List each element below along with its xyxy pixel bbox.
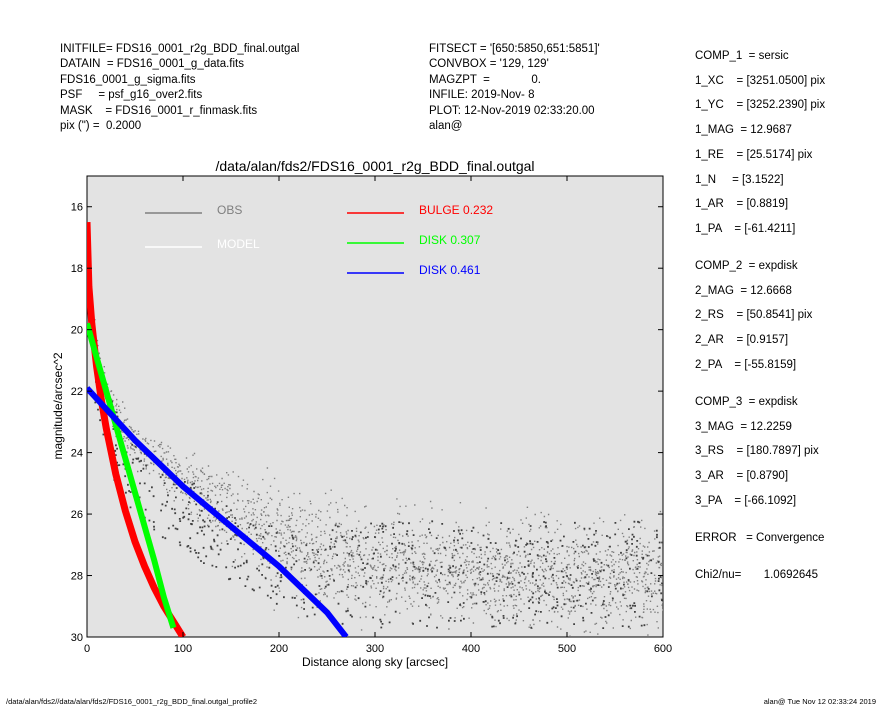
fit-parameter: 1_YC = [3252.2390] pix — [695, 99, 826, 112]
header-middle-line: alan@ — [429, 119, 463, 132]
fit-parameter: 2_MAG = 12.6668 — [695, 284, 792, 297]
legend-entry: BULGE 0.232 — [347, 203, 493, 217]
fit-parameter: 1_PA = [-61.4211] — [695, 222, 796, 235]
component-2 — [87, 386, 349, 637]
component-band-line — [87, 221, 186, 637]
legend-label: DISK 0.307 — [419, 233, 481, 247]
legend-label: OBS — [217, 203, 242, 217]
legend-entry: OBS — [145, 203, 242, 217]
header-left-line: pix (") = 0.2000 — [60, 119, 142, 132]
y-tick-label: 18 — [71, 263, 83, 275]
fit-parameter: 2_RS = [50.8541] pix — [695, 309, 813, 322]
header-middle-line: PLOT: 12-Nov-2019 02:33:20.00 — [429, 104, 595, 117]
y-tick-label: 30 — [71, 632, 83, 644]
footer-timestamp: alan@ Tue Nov 12 02:33:24 2019 — [763, 697, 876, 706]
chart-title: /data/alan/fds2/FDS16_0001_r2g_BDD_final… — [215, 158, 534, 174]
fit-parameter: 2_AR = [0.9157] — [695, 334, 789, 347]
legend-entry: DISK 0.307 — [347, 233, 481, 247]
footer-path: /data/alan/fds2//data/alan/fds2/FDS16_00… — [6, 697, 258, 706]
header-left-line: FDS16_0001_g_sigma.fits — [60, 73, 196, 86]
x-tick-label: 0 — [84, 643, 90, 655]
component-0 — [87, 221, 186, 637]
x-tick-label: 200 — [270, 643, 288, 655]
header-left-line: PSF = psf_g16_over2.fits — [60, 89, 203, 102]
x-tick-label: 300 — [366, 643, 384, 655]
component-1 — [87, 322, 177, 629]
y-tick-label: 26 — [71, 509, 83, 521]
x-tick-label: 500 — [558, 643, 576, 655]
fit-parameter: 2_PA = [-55.8159] — [695, 358, 797, 371]
fit-parameter: 1_MAG = 12.9687 — [695, 124, 792, 137]
fit-parameter: 3_AR = [0.8790] — [695, 470, 789, 482]
fit-parameter: COMP_3 = expdisk — [695, 395, 798, 408]
fit-parameter: Chi2/nu= 1.0692645 — [695, 568, 819, 581]
y-tick-label: 22 — [71, 386, 83, 398]
plot-area — [86, 175, 664, 638]
legend-label: BULGE 0.232 — [419, 203, 493, 217]
legend-entry: DISK 0.461 — [347, 263, 481, 277]
fit-parameter: 3_RS = [180.7897] pix — [695, 445, 819, 458]
header-left-line: MASK = FDS16_0001_r_finmask.fits — [60, 104, 258, 117]
fit-parameter: COMP_2 = expdisk — [695, 260, 798, 272]
fit-parameter: ERROR = Convergence — [695, 531, 825, 544]
y-tick-label: 16 — [71, 202, 83, 214]
y-tick-label: 20 — [71, 325, 83, 337]
fit-parameter: 1_RE = [25.5174] pix — [695, 148, 813, 161]
fit-parameter: 3_PA = [-66.1092] — [695, 494, 797, 507]
legend-entry: MODEL — [145, 237, 260, 251]
header-middle-line: INFILE: 2019-Nov- 8 — [429, 89, 535, 102]
x-tick-label: 400 — [462, 643, 480, 655]
y-tick-label: 24 — [71, 448, 83, 460]
component-band-line — [87, 322, 177, 629]
fit-parameter: COMP_1 = sersic — [695, 50, 789, 62]
legend-label: MODEL — [217, 237, 260, 251]
component-band-line — [87, 386, 349, 637]
fit-parameter: 1_N = [3.1522] — [695, 173, 784, 186]
header-middle-line: CONVBOX = '129, 129' — [429, 58, 549, 71]
header-left-line: INITFILE= FDS16_0001_r2g_BDD_final.outga… — [60, 43, 300, 55]
legend-label: DISK 0.461 — [419, 263, 481, 277]
x-axis-label: Distance along sky [arcsec] — [302, 655, 448, 669]
header-left-block: INITFILE= FDS16_0001_r2g_BDD_final.outga… — [60, 42, 299, 134]
x-tick-label: 100 — [174, 643, 192, 655]
fit-parameter: 3_MAG = 12.2259 — [695, 420, 792, 433]
header-middle-block: FITSECT = '[650:5850,651:5851]' CONVBOX =… — [429, 42, 600, 134]
header-middle-line: FITSECT = '[650:5850,651:5851]' — [429, 43, 600, 55]
x-tick-label: 600 — [654, 643, 672, 655]
y-tick-label: 28 — [71, 571, 83, 583]
fit-parameter: 1_AR = [0.8819] — [695, 198, 789, 211]
fit-parameter: 1_XC = [3251.0500] pix — [695, 74, 826, 87]
header-middle-line: MAGZPT = 0. — [429, 73, 541, 86]
y-axis-label: magnitude/arcsec^2 — [51, 352, 65, 459]
header-left-line: DATAIN = FDS16_0001_g_data.fits — [60, 58, 244, 71]
